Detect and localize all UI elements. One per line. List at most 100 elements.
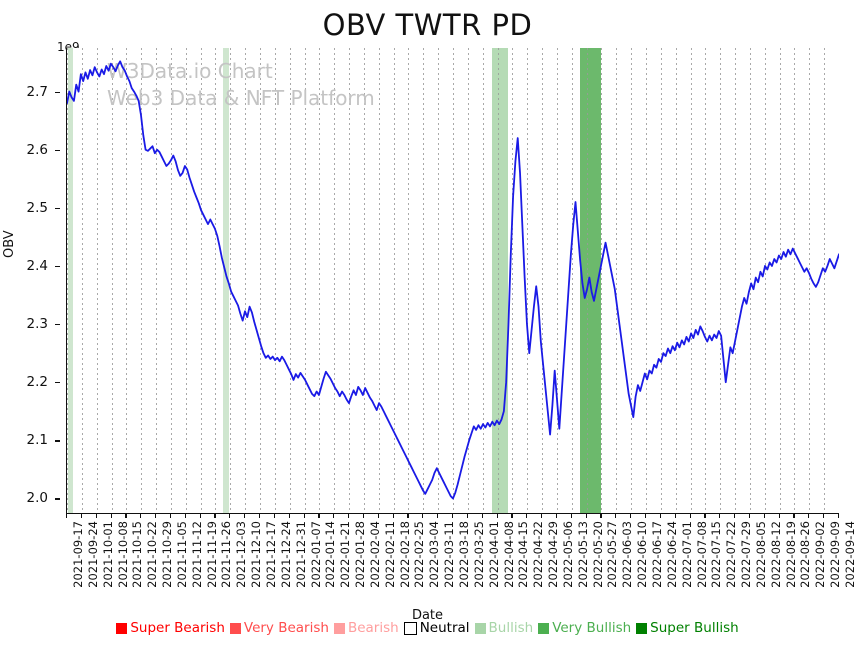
x-axis-tick-label: 2022-08-05 (753, 521, 768, 588)
gridline (319, 48, 321, 513)
legend-label: Neutral (419, 620, 470, 636)
legend-label: Super Bearish (130, 620, 225, 636)
gridline (497, 48, 499, 513)
y-axis-tick-label: 2.4 (26, 257, 48, 274)
gridline (141, 48, 143, 513)
x-axis-tick-label: 2021-11-26 (219, 521, 234, 588)
gridline (170, 48, 172, 513)
y-axis-tick-mark (55, 91, 60, 93)
x-axis-tick-mark (362, 513, 365, 518)
legend-item[interactable]: Super Bullish (636, 620, 739, 636)
x-axis-tick-label: 2022-06-24 (664, 521, 679, 588)
gridline (438, 48, 440, 513)
x-axis-tick-mark (422, 513, 424, 518)
x-axis-tick-label: 2021-09-17 (71, 521, 85, 588)
x-axis-tick-label: 2021-12-03 (234, 521, 249, 588)
gridline (542, 48, 544, 513)
legend-item[interactable]: Very Bullish (538, 620, 631, 636)
gridline (96, 48, 98, 513)
gridline (646, 48, 647, 513)
y-axis-tick-mark (55, 382, 60, 384)
gridline (200, 48, 202, 513)
legend-item[interactable]: Bearish (333, 620, 399, 636)
y-axis-tick-label: 2.2 (26, 374, 48, 391)
x-axis-tick-label: 2022-06-17 (650, 521, 664, 588)
x-axis-tick-label: 2021-10-01 (100, 521, 115, 588)
gridline (111, 48, 113, 513)
x-axis-tick-mark (318, 513, 320, 518)
legend-label: Bullish (488, 620, 534, 636)
x-axis-tick-label: 2022-03-11 (442, 521, 457, 588)
x-axis-tick-label: 2021-10-08 (115, 521, 130, 588)
gridline (794, 48, 796, 513)
x-axis-tick-mark (95, 513, 97, 518)
x-axis-tick-mark (481, 513, 483, 518)
x-axis-tick-label: 2022-09-02 (813, 521, 828, 588)
sentiment-band (223, 48, 229, 513)
x-axis-tick-mark (511, 513, 513, 518)
gridline (735, 48, 737, 513)
x-axis-tick-label: 2022-02-18 (397, 521, 412, 588)
legend-item[interactable]: Neutral (403, 620, 470, 636)
x-axis-tick-label: 2021-12-24 (278, 521, 293, 588)
x-axis-tick-mark (214, 513, 216, 518)
x-axis-tick-label: 2022-07-15 (709, 521, 724, 588)
gridline (824, 48, 826, 513)
gridline (289, 48, 291, 513)
x-axis-tick-mark (377, 513, 379, 518)
gridline (482, 48, 484, 513)
legend-item[interactable]: Bullish (474, 620, 534, 636)
x-axis-tick-label: 2022-09-14 (843, 521, 855, 588)
x-axis-tick-label: 2022-04-15 (516, 521, 531, 588)
gridline (660, 48, 662, 513)
y-axis-tick-mark (55, 207, 60, 210)
gridline (690, 48, 692, 513)
legend-swatch-icon (403, 621, 417, 635)
x-axis-tick-label: 2022-01-14 (323, 521, 338, 588)
x-axis-tick-mark (407, 513, 409, 518)
y-axis-tick-label: 2.0 (26, 490, 48, 507)
gridline (393, 48, 395, 513)
x-axis-tick-mark (437, 513, 439, 518)
x-axis-tick-mark (244, 513, 246, 518)
y-axis-tick-label: 2.7 (26, 83, 48, 100)
x-axis-tick-mark (526, 513, 528, 518)
legend-label: Very Bullish (552, 620, 632, 636)
legend-item[interactable]: Super Bearish (116, 620, 225, 636)
x-axis-tick-label: 2022-07-08 (694, 521, 709, 588)
x-axis-tick-mark (496, 513, 498, 518)
x-axis-tick-label: 2021-12-31 (293, 521, 308, 588)
y-axis-tick-mark (55, 498, 60, 500)
x-axis-tick-label: 2022-03-18 (457, 521, 471, 588)
x-axis-tick-label: 2022-08-26 (798, 521, 813, 588)
x-axis-tick-label: 2022-02-04 (367, 521, 382, 588)
x-axis-tick-mark (288, 513, 290, 518)
x-axis-tick-mark (838, 513, 840, 518)
gridline (705, 48, 707, 513)
x-axis-tick-mark (763, 513, 765, 518)
x-axis-tick-mark (229, 513, 231, 518)
x-axis-tick-label: 2022-03-04 (427, 521, 442, 588)
x-axis-tick-mark (125, 513, 127, 518)
x-axis-tick-mark (110, 513, 112, 518)
y-axis-tick-label: 2.1 (26, 432, 48, 449)
legend-item[interactable]: Very Bearish (229, 620, 329, 636)
x-axis-tick-mark (80, 513, 83, 518)
gridline (245, 48, 247, 513)
x-axis-tick-label: 2021-11-05 (174, 521, 189, 588)
obv-line-series (67, 60, 839, 500)
legend-label: Very Bearish (243, 620, 329, 636)
gridline (586, 48, 588, 513)
legend-swatch-icon (229, 622, 241, 634)
y-axis-tick-mark (55, 324, 60, 326)
gridline (512, 48, 514, 513)
x-axis-tick-label: 2022-06-10 (635, 521, 650, 588)
gridline (126, 48, 128, 513)
page-title: OBV TWTR PD (322, 8, 533, 42)
x-axis-tick-label: 2022-06-03 (620, 521, 635, 588)
x-axis-tick-mark (541, 513, 543, 518)
x-axis-tick-mark (748, 513, 751, 518)
gridline (156, 48, 158, 513)
x-axis-tick-mark (615, 513, 617, 518)
